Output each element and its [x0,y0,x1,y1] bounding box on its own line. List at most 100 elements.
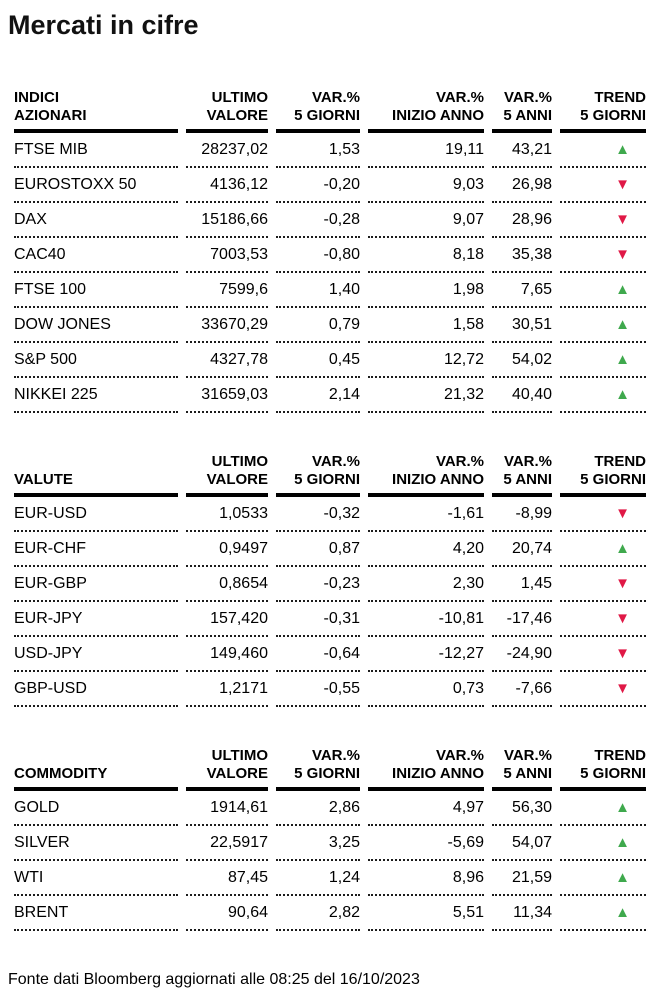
cell-ultimo-valore: 15186,66 [186,203,268,238]
market-table-valute: VALUTE ULTIMO VALORE VAR.% 5 GIORNI VAR.% INIZ… [6,453,655,707]
table-row: CAC40 7003,53 -0,80 8,18 35,38 ▼ [14,238,646,273]
cell-var-5-giorni: -0,32 [276,497,360,532]
trend-up-icon: ▲ [615,834,630,851]
cell-ultimo-valore: 31659,03 [186,378,268,413]
column-header-trend-5-giorni: TREND 5 GIORNI [560,453,646,497]
table-name-line: AZIONARI [14,107,87,124]
column-header-var-5-anni: VAR.% 5 ANNI [492,453,552,497]
trend-down-icon: ▼ [615,645,630,662]
cell-var-inizio-anno: 4,20 [368,532,484,567]
trend-down-icon: ▼ [615,246,630,263]
cell-var-inizio-anno: 12,72 [368,343,484,378]
cell-var-5-anni: -24,90 [492,637,552,672]
cell-var-inizio-anno: -12,27 [368,637,484,672]
row-label: DAX [14,203,178,238]
cell-var-inizio-anno: 0,73 [368,672,484,707]
column-header-line1: VAR.% [503,453,552,470]
row-label: CAC40 [14,238,178,273]
trend-up-icon: ▲ [615,540,630,557]
cell-var-5-giorni: -0,80 [276,238,360,273]
cell-ultimo-valore: 4136,12 [186,168,268,203]
column-header-trend-5-giorni: TREND 5 GIORNI [560,747,646,791]
column-header-line1: TREND [594,747,646,764]
column-header-ultimo-valore: ULTIMO VALORE [186,453,268,497]
table-body: GOLD 1914,61 2,86 4,97 56,30 ▲ SILVER 22,5917 3,… [14,791,646,931]
cell-var-5-giorni: -0,55 [276,672,360,707]
column-header-line1: VAR.% [503,89,552,106]
cell-var-5-anni: 7,65 [492,273,552,308]
column-header-line2: 5 ANNI [503,765,552,782]
row-label: DOW JONES [14,308,178,343]
column-header-line1: VAR.% [435,747,484,764]
row-label: EUR-CHF [14,532,178,567]
cell-var-inizio-anno: 1,58 [368,308,484,343]
cell-var-5-anni: 40,40 [492,378,552,413]
cell-var-5-giorni: 1,53 [276,133,360,168]
column-header-line2: 5 ANNI [503,107,552,124]
cell-var-inizio-anno: 1,98 [368,273,484,308]
cell-var-inizio-anno: 8,18 [368,238,484,273]
cell-var-inizio-anno: 9,07 [368,203,484,238]
column-header-line1: ULTIMO [211,453,268,470]
table-row: EUR-CHF 0,9497 0,87 4,20 20,74 ▲ [14,532,646,567]
cell-trend-5-giorni: ▼ [560,672,646,707]
cell-var-5-anni: -8,99 [492,497,552,532]
trend-down-icon: ▼ [615,505,630,522]
cell-ultimo-valore: 28237,02 [186,133,268,168]
cell-var-5-anni: -17,46 [492,602,552,637]
trend-down-icon: ▼ [615,680,630,697]
trend-down-icon: ▼ [615,176,630,193]
cell-trend-5-giorni: ▼ [560,497,646,532]
column-header-line2: 5 GIORNI [580,471,646,488]
column-header-var-5-anni: VAR.% 5 ANNI [492,89,552,133]
cell-trend-5-giorni: ▼ [560,602,646,637]
column-header-line1: ULTIMO [211,747,268,764]
cell-var-inizio-anno: 8,96 [368,861,484,896]
cell-trend-5-giorni: ▲ [560,896,646,931]
cell-ultimo-valore: 22,5917 [186,826,268,861]
cell-trend-5-giorni: ▲ [560,308,646,343]
column-header-line1: VAR.% [311,747,360,764]
cell-ultimo-valore: 33670,29 [186,308,268,343]
cell-var-5-anni: 21,59 [492,861,552,896]
trend-up-icon: ▲ [615,904,630,921]
table-name-line: COMMODITY [14,765,108,782]
cell-var-5-anni: -7,66 [492,672,552,707]
cell-var-5-giorni: 0,79 [276,308,360,343]
column-header-line2: INIZIO ANNO [392,107,484,124]
cell-ultimo-valore: 149,460 [186,637,268,672]
row-label: BRENT [14,896,178,931]
table-name-header-commodity: COMMODITY [14,747,178,791]
cell-trend-5-giorni: ▲ [560,343,646,378]
cell-var-5-giorni: 0,87 [276,532,360,567]
cell-ultimo-valore: 87,45 [186,861,268,896]
cell-var-5-giorni: -0,23 [276,567,360,602]
row-label: SILVER [14,826,178,861]
row-label: EUR-USD [14,497,178,532]
column-header-line2: 5 ANNI [503,471,552,488]
header-row: INDICI AZIONARI ULTIMO VALORE VAR.% 5 GIORNI V… [14,89,646,133]
table-name-header-valute: VALUTE [14,453,178,497]
column-header-line2: VALORE [206,107,268,124]
market-table-commodity: COMMODITY ULTIMO VALORE VAR.% 5 GIORNI VAR.% I… [6,747,655,931]
cell-var-5-giorni: -0,28 [276,203,360,238]
cell-var-5-anni: 54,07 [492,826,552,861]
table-body: FTSE MIB 28237,02 1,53 19,11 43,21 ▲ EUROSTOXX… [14,133,646,413]
trend-up-icon: ▲ [615,141,630,158]
cell-trend-5-giorni: ▲ [560,791,646,826]
cell-var-5-giorni: 1,24 [276,861,360,896]
cell-trend-5-giorni: ▲ [560,133,646,168]
table-name-line: VALUTE [14,471,73,488]
cell-trend-5-giorni: ▼ [560,168,646,203]
cell-ultimo-valore: 90,64 [186,896,268,931]
column-header-var-5-giorni: VAR.% 5 GIORNI [276,89,360,133]
table-row: DAX 15186,66 -0,28 9,07 28,96 ▼ [14,203,646,238]
table-row: EUR-JPY 157,420 -0,31 -10,81 -17,46 ▼ [14,602,646,637]
tables-container: INDICI AZIONARI ULTIMO VALORE VAR.% 5 GIORNI V… [6,89,655,931]
column-header-line2: INIZIO ANNO [392,471,484,488]
table-header: INDICI AZIONARI ULTIMO VALORE VAR.% 5 GIORNI V… [14,89,646,133]
column-header-line2: VALORE [206,765,268,782]
column-header-line2: 5 GIORNI [294,471,360,488]
cell-var-5-giorni: -0,20 [276,168,360,203]
